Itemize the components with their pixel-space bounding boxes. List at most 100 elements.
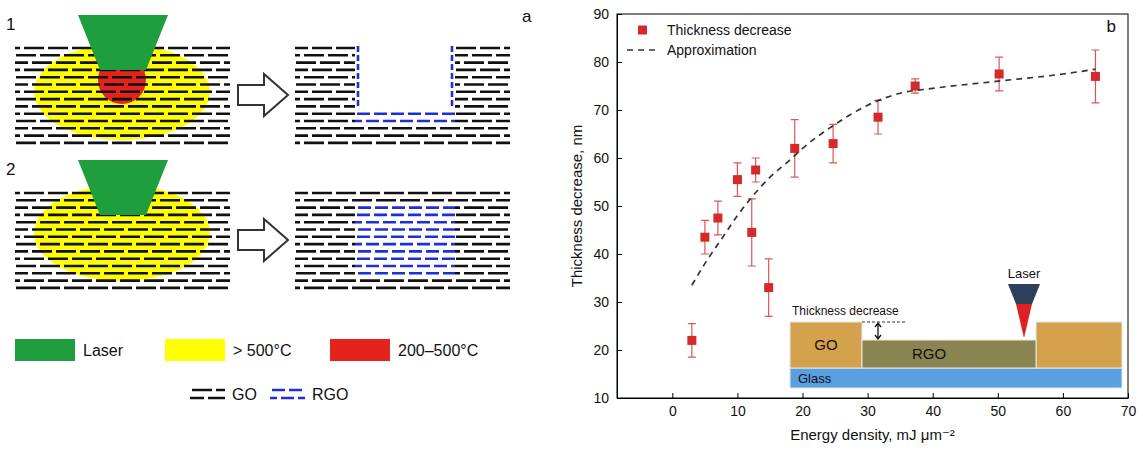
legend-label: Laser — [83, 342, 124, 359]
go-layer — [295, 134, 355, 137]
go-layer — [455, 120, 510, 123]
reference-line — [862, 322, 907, 323]
go-layer — [295, 105, 355, 108]
tick: 90 — [593, 6, 622, 22]
go-layer — [455, 61, 510, 64]
go-layer — [15, 83, 230, 86]
go-layer — [15, 98, 230, 101]
data-point — [1091, 72, 1100, 81]
tick: 40 — [925, 393, 941, 419]
go-film — [790, 322, 862, 368]
figure: 12aLaser> 500°C200–500°CGORGO01020304050… — [0, 0, 1143, 450]
legend-symbol — [190, 389, 225, 392]
data-point — [790, 144, 799, 153]
go-layer — [455, 76, 510, 79]
go-layer — [455, 69, 510, 72]
error-bar — [995, 57, 1003, 91]
tick-label: 80 — [593, 54, 609, 70]
go-layer — [295, 54, 355, 57]
go-layer — [295, 199, 510, 202]
rgo-layer — [355, 257, 455, 260]
rgo-layer — [355, 272, 455, 275]
go-layer — [455, 47, 510, 50]
data-point — [874, 113, 883, 122]
go-layer — [15, 91, 230, 94]
error-bar — [748, 199, 756, 266]
go-layer — [295, 228, 355, 231]
go-layer — [355, 127, 455, 130]
tick-label: 70 — [593, 102, 609, 118]
legend-marker — [627, 49, 659, 51]
data-point — [713, 214, 722, 223]
tick-mark — [617, 398, 622, 399]
go-layer — [295, 98, 355, 101]
laser-beam — [78, 15, 168, 70]
go-layer — [15, 105, 230, 108]
legend-symbol — [190, 397, 225, 400]
laser-head — [1008, 284, 1040, 304]
go-layer — [455, 54, 510, 57]
go-layer — [295, 236, 355, 239]
go-layer — [15, 243, 230, 246]
tick: 40 — [593, 246, 622, 262]
go-layer — [455, 221, 510, 224]
go-layer — [455, 127, 510, 130]
inset-label: Glass — [798, 371, 832, 386]
inset: Thickness decreaseGORGOGlassLaser — [790, 266, 1122, 388]
tick-mark — [617, 62, 622, 63]
rgo-layer — [355, 243, 455, 246]
error-bar — [765, 259, 773, 317]
inset-label: RGO — [912, 345, 946, 362]
go-layer — [295, 142, 355, 145]
tick: 20 — [795, 393, 811, 419]
data-point — [751, 166, 760, 175]
legend: Thickness decreaseApproximation — [627, 22, 792, 58]
go-layer — [295, 120, 355, 123]
go-layer — [15, 287, 230, 290]
go-layer — [295, 214, 355, 217]
panel-a: 12aLaser> 500°C200–500°CGORGO — [6, 7, 532, 403]
tick-label: 50 — [593, 198, 609, 214]
rgo-layer — [355, 228, 455, 231]
data-point — [700, 233, 709, 242]
tick-mark — [737, 393, 738, 398]
error-bar — [714, 201, 722, 235]
go-layer — [295, 265, 355, 268]
tick-mark — [1128, 393, 1129, 398]
go-layer — [455, 257, 510, 260]
legend-swatch — [165, 339, 225, 361]
tick: 50 — [593, 198, 622, 214]
tick: 70 — [593, 102, 622, 118]
tick-label: 30 — [593, 294, 609, 310]
plot-area — [687, 50, 1100, 357]
go-film — [1036, 322, 1122, 368]
go-layer — [295, 221, 355, 224]
rgo-layer — [355, 214, 455, 217]
legend-label: GO — [232, 386, 257, 403]
go-layer — [295, 272, 355, 275]
go-layer — [295, 91, 355, 94]
error-bar — [701, 220, 709, 254]
go-layer — [295, 83, 355, 86]
error-bar — [874, 100, 882, 134]
go-layer — [355, 134, 455, 137]
tick: 60 — [1056, 393, 1072, 419]
legend: Laser> 500°C200–500°CGORGO — [15, 339, 478, 403]
tick-mark — [803, 393, 804, 398]
arrow — [238, 74, 288, 116]
go-layer — [455, 265, 510, 268]
data-point — [995, 70, 1004, 79]
go-layer — [295, 112, 355, 115]
error-bar — [752, 158, 760, 182]
go-layer — [295, 192, 510, 195]
legend-marker — [638, 26, 647, 35]
tick: 10 — [593, 390, 622, 406]
go-layer — [295, 76, 355, 79]
step-number: 1 — [6, 15, 15, 34]
tick: 10 — [730, 393, 746, 419]
go-layer — [455, 91, 510, 94]
go-layer — [295, 47, 355, 50]
tick-label: 50 — [991, 403, 1007, 419]
y-axis-title: Thickness decrease, nm — [568, 125, 585, 288]
go-layer — [455, 105, 510, 108]
